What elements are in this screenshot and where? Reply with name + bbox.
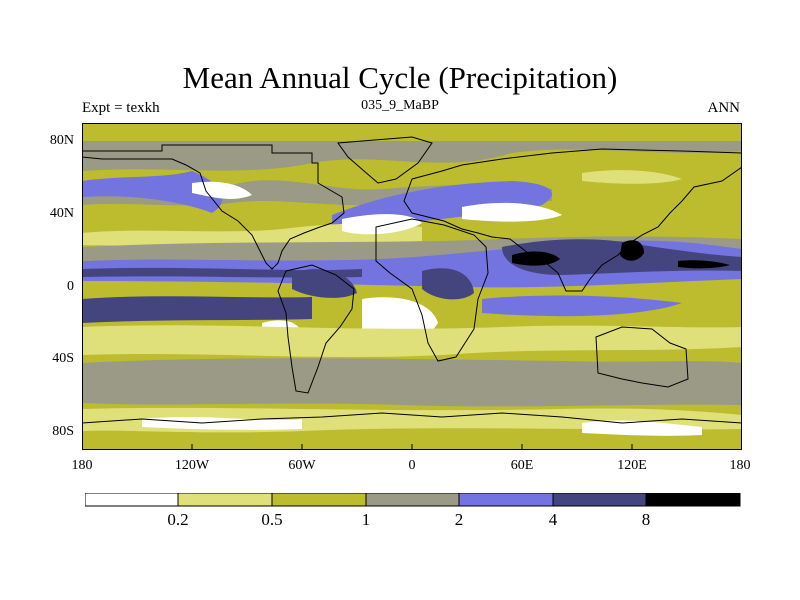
colorbar-swatch-7 <box>645 493 741 507</box>
colorbar-swatch-2 <box>177 493 273 507</box>
field-max-wpacific <box>620 240 644 261</box>
lat-label-40s: 40S <box>52 351 74 366</box>
field-pacific-storm <box>82 171 223 213</box>
field-congo <box>422 268 474 300</box>
field-indian-south <box>482 295 682 317</box>
lon-label-60w: 60W <box>288 458 316 473</box>
australia-coast <box>595 326 689 388</box>
colorbar-swatch-6 <box>552 493 647 507</box>
lat-label-40n: 40N <box>49 206 74 221</box>
field-dry-asia <box>462 202 562 222</box>
colorbar-swatch-4 <box>365 493 460 507</box>
antarctica-coast <box>82 412 742 450</box>
colorbar-label-8: 8 <box>641 510 651 529</box>
colorbar-label-4: 4 <box>548 510 558 529</box>
lat-label-0: 0 <box>67 279 74 294</box>
field-spcz <box>82 296 312 323</box>
chart-title: Mean Annual Cycle (Precipitation) <box>182 60 618 95</box>
south-america-coast <box>277 264 355 394</box>
colorbar-label-1: 1 <box>361 510 371 529</box>
colorbar <box>85 493 741 507</box>
lon-label-120e: 120E <box>617 458 647 473</box>
field-southern-ocean <box>82 358 742 407</box>
colorbar-swatch-5 <box>458 493 554 507</box>
colorbar-swatch-1 <box>85 493 179 507</box>
colorbar-label-2: 2 <box>454 510 464 529</box>
colorbar-label-0-2: 0.2 <box>167 510 189 529</box>
field-subtrop-s <box>82 325 742 357</box>
colorbar-label-0-5: 0.5 <box>261 510 283 529</box>
lon-label-120w: 120W <box>174 458 210 473</box>
experiment-label: Expt = texkh <box>82 100 160 116</box>
field-polar-grey <box>82 141 742 171</box>
season-label: ANN <box>707 100 741 116</box>
lon-label-180w: 180 <box>71 458 93 473</box>
field-amazon <box>292 269 357 298</box>
field-south-pole <box>82 437 742 450</box>
field-antarctic-dry-1 <box>142 417 302 430</box>
coastlines <box>82 136 742 450</box>
axis-ticks <box>191 444 633 450</box>
field-max-india <box>512 251 560 266</box>
field-pale-asia <box>582 170 682 184</box>
lat-label-80s: 80S <box>52 424 74 439</box>
lat-label-80n: 80N <box>49 133 74 148</box>
lon-label-60e: 60E <box>510 458 534 473</box>
eurasia-coast <box>403 148 742 292</box>
field-antarctic-dry-2 <box>582 420 702 436</box>
lon-label-0: 0 <box>408 458 416 473</box>
north-america-coast <box>82 144 345 270</box>
run-label: 035_9_MaBP <box>361 98 439 113</box>
precipitation-map <box>82 123 742 450</box>
lon-label-180e: 180 <box>729 458 751 473</box>
greenland-coast <box>337 136 433 184</box>
field-max-pacific <box>678 260 730 269</box>
africa-coast <box>375 218 489 362</box>
field-dry-na <box>192 181 252 199</box>
colorbar-swatch-3 <box>271 493 367 507</box>
field-sahara <box>342 214 422 235</box>
